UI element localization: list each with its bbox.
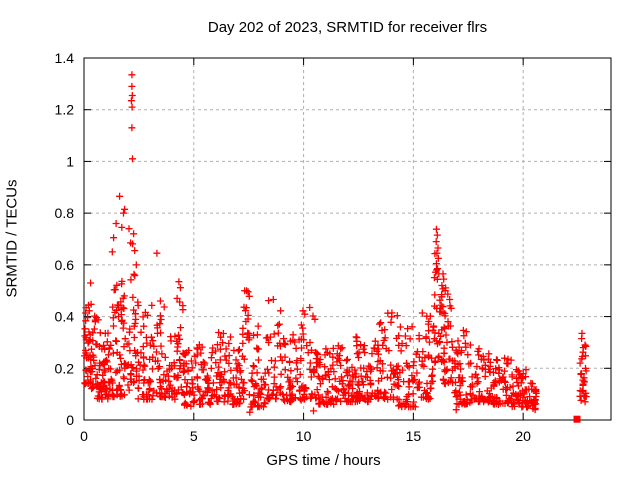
y-tick-label: 0.8 <box>55 205 75 221</box>
x-axis-label: GPS time / hours <box>266 452 381 469</box>
x-tick-label: 5 <box>190 428 198 444</box>
x-tick-label: 10 <box>296 428 312 444</box>
y-tick-label: 1.4 <box>55 50 75 66</box>
tick-marks <box>83 57 611 421</box>
plot-border <box>83 57 612 421</box>
y-tick-label: 0.2 <box>55 360 75 376</box>
y-tick-label: 0.4 <box>55 309 75 325</box>
y-tick-label: 1.2 <box>55 102 75 118</box>
x-tick-label: 15 <box>406 428 422 444</box>
grid-lines <box>84 58 611 420</box>
tick-labels: 0 5 10 15 20 0 0.2 0.4 0.6 0.8 1 1.2 1.4 <box>55 50 532 444</box>
chart-title: Day 202 of 2023, SRMTID for receiver flr… <box>207 19 488 36</box>
y-tick-label: 1 <box>66 153 74 169</box>
y-tick-label: 0 <box>66 412 74 428</box>
scatter-points <box>81 71 590 416</box>
y-tick-label: 0.6 <box>55 257 75 273</box>
square-point <box>573 415 581 423</box>
x-tick-label: 20 <box>515 428 531 444</box>
x-tick-label: 0 <box>80 428 88 444</box>
